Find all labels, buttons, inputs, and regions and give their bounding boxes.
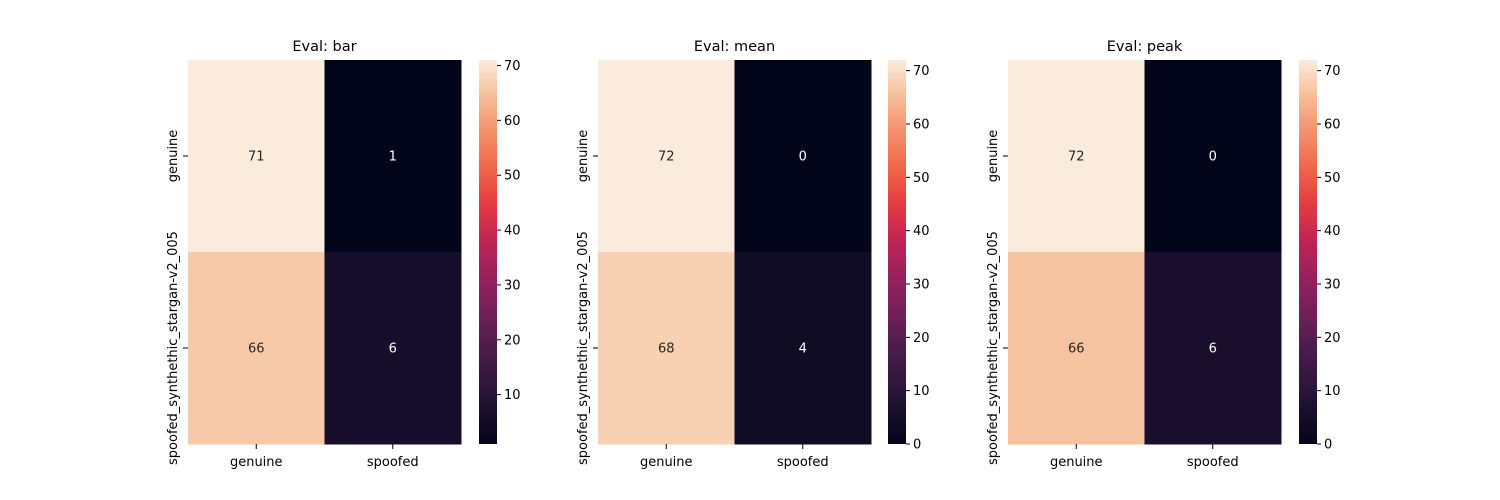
cell-value-label: 0: [799, 150, 807, 165]
chart-title: Eval: bar: [292, 39, 356, 55]
y-tick-label: genuine: [986, 130, 1001, 183]
colorbar-tick-label: 40: [504, 224, 521, 239]
colorbar-tick-label: 70: [1324, 64, 1341, 79]
cell-value-label: 72: [658, 150, 675, 165]
colorbar-tick-label: 10: [913, 384, 930, 399]
x-tick-label: genuine: [230, 455, 283, 470]
colorbar: [1299, 60, 1317, 444]
colorbar-tick-label: 0: [1324, 438, 1332, 453]
heatmap-cell: [598, 60, 735, 253]
colorbar-tick-label: 40: [1324, 224, 1341, 239]
heatmap-cell: [734, 252, 872, 445]
x-tick-label: genuine: [640, 455, 693, 470]
y-tick-label: spoofed_synthethic_stargan-v2_005: [166, 231, 181, 465]
cell-value-label: 68: [658, 342, 675, 357]
heatmap-cell: [598, 252, 735, 445]
colorbar-tick-label: 30: [504, 278, 521, 293]
cell-value-label: 6: [389, 342, 397, 357]
colorbar-tick-label: 10: [504, 388, 521, 403]
colorbar-tick-label: 30: [1324, 278, 1341, 293]
cell-value-label: 71: [248, 150, 265, 165]
colorbar-tick-label: 20: [913, 331, 930, 346]
heatmap-cell: [1008, 60, 1145, 253]
colorbar-tick-label: 60: [1324, 118, 1341, 133]
colorbar-tick-label: 50: [504, 169, 521, 184]
y-tick-label: genuine: [166, 130, 181, 183]
chart-title: Eval: peak: [1107, 39, 1183, 55]
colorbar-tick-label: 70: [504, 59, 521, 74]
colorbar-tick-label: 50: [1324, 171, 1341, 186]
cell-value-label: 1: [389, 150, 397, 165]
cell-value-label: 0: [1209, 150, 1217, 165]
colorbar-tick-label: 60: [913, 118, 930, 133]
colorbar-tick-label: 0: [913, 438, 921, 453]
heatmap-cell: [1008, 252, 1145, 445]
colorbar: [479, 60, 497, 444]
heatmap-panel-2: Eval: mean 72 0 68 4 genuine spoofed genuine spo…: [576, 39, 930, 470]
x-tick-label: spoofed: [367, 455, 419, 470]
colorbar-tick-label: 70: [913, 64, 930, 79]
colorbar-tick-label: 20: [1324, 331, 1341, 346]
colorbar-tick-label: 50: [913, 171, 930, 186]
cell-value-label: 6: [1209, 342, 1217, 357]
colorbar-tick-label: 20: [504, 333, 521, 348]
cell-value-label: 72: [1068, 150, 1085, 165]
x-tick-label: spoofed: [1187, 455, 1239, 470]
colorbar-tick-label: 10: [1324, 384, 1341, 399]
x-tick-label: genuine: [1050, 455, 1103, 470]
colorbar-tick-label: 30: [913, 278, 930, 293]
y-tick-label: genuine: [576, 130, 591, 183]
heatmap-cell: [324, 252, 462, 445]
colorbar-tick-label: 40: [913, 224, 930, 239]
y-tick-label: spoofed_synthethic_stargan-v2_005: [986, 231, 1001, 465]
colorbar-tick-label: 60: [504, 114, 521, 129]
x-tick-label: spoofed: [777, 455, 829, 470]
colorbar: [888, 60, 906, 444]
cell-value-label: 66: [1068, 342, 1085, 357]
heatmap-cell: [734, 60, 872, 253]
cell-value-label: 66: [248, 342, 265, 357]
heatmap-cell: [1144, 60, 1282, 253]
heatmap-cell: [188, 60, 325, 253]
heatmap-cell: [188, 252, 325, 445]
heatmap-cell: [324, 60, 462, 253]
cell-value-label: 4: [799, 342, 807, 357]
chart-title: Eval: mean: [694, 39, 775, 55]
y-tick-label: spoofed_synthethic_stargan-v2_005: [576, 231, 591, 465]
heatmap-cell: [1144, 252, 1282, 445]
